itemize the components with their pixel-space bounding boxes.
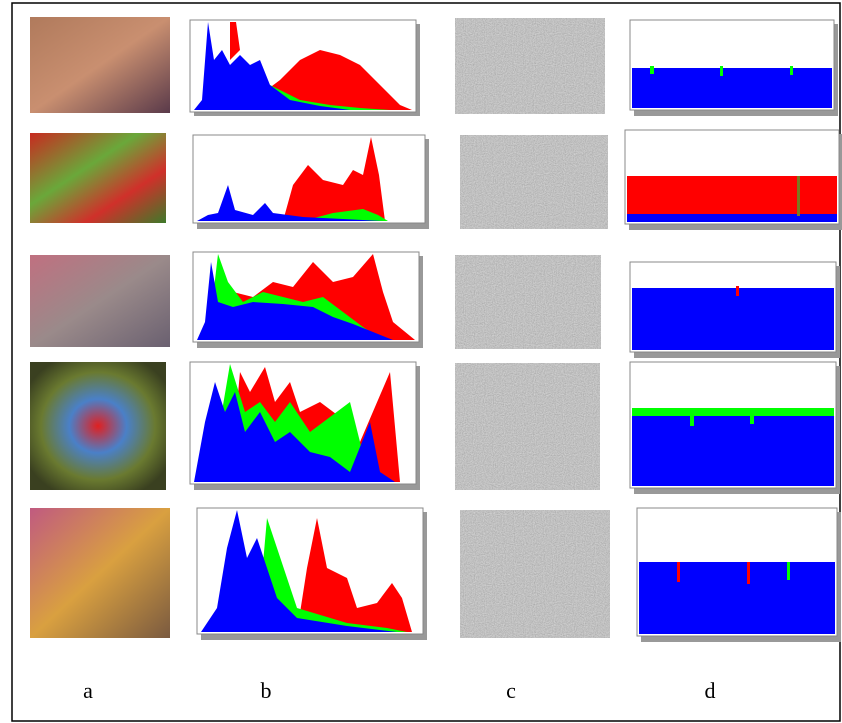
image-lena [30, 17, 170, 113]
cipher-image-3 [455, 255, 601, 349]
histogram-1 [190, 20, 420, 116]
figure: a b c d [0, 0, 842, 723]
shape [632, 408, 834, 486]
histogram-3 [193, 252, 423, 348]
cipher-image-5 [460, 510, 610, 638]
shape [736, 286, 739, 296]
shape [787, 562, 790, 580]
image-barbara [30, 255, 170, 347]
shape [690, 408, 694, 426]
shape [632, 408, 834, 416]
shape [650, 66, 654, 74]
shape [632, 68, 832, 108]
shape [797, 176, 800, 216]
column-label: b [261, 678, 272, 703]
column-label: d [705, 678, 716, 703]
body: a b c d (() => { const data = JSON.parse… [0, 0, 842, 723]
histogram-5 [197, 508, 427, 640]
page: {"figure": {"column_labels": ["a", "b", … [0, 0, 842, 723]
image-butterfly [30, 508, 170, 638]
cipher-histogram-2 [625, 130, 842, 230]
shape [720, 66, 723, 76]
image-peppers [30, 133, 166, 223]
cipher-image-1 [455, 18, 605, 114]
shape [790, 66, 793, 75]
cipher-histogram-5 [637, 508, 841, 642]
cipher-histogram-3 [630, 262, 840, 358]
histogram-4 [190, 362, 420, 490]
shape [639, 562, 835, 634]
histogram-2 [193, 135, 429, 229]
cipher-histogram-1 [630, 20, 838, 116]
column-label: a [83, 678, 93, 703]
shape [627, 214, 837, 222]
shape [747, 562, 750, 584]
cipher-image-4 [455, 363, 600, 490]
shape [677, 562, 680, 582]
shape [750, 408, 754, 424]
image-baboon [30, 362, 166, 490]
cipher-histogram-4 [630, 362, 840, 494]
column-label: c [506, 678, 516, 703]
shape [632, 288, 834, 350]
cipher-image-2 [460, 135, 608, 229]
